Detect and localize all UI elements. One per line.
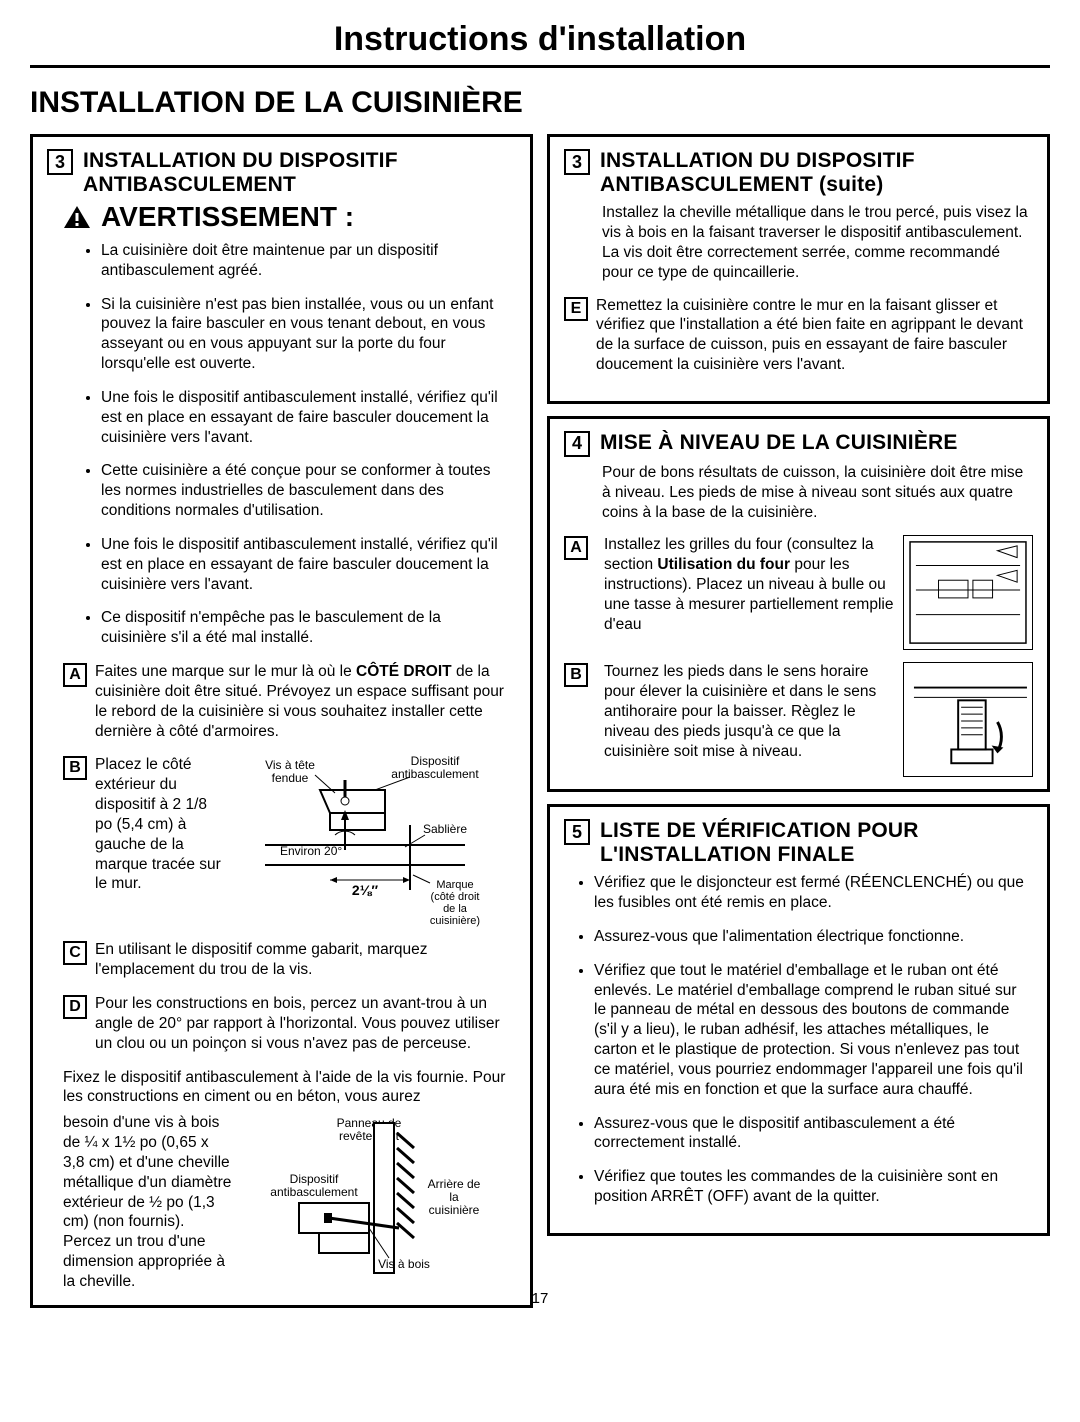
bullet-item: Vérifiez que toutes les commandes de la … [594,1167,1033,1207]
step3-D: D Pour les constructions en bois, percez… [47,994,516,1053]
columns: 3 INSTALLATION DU DISPOSITIF ANTIBASCULE… [30,134,1050,1308]
step5-bullets: Vérifiez que le disjoncteur est fermé (R… [564,873,1033,1207]
bracket-diagram: Vis à tête fendue Dispositif antibascule… [235,755,495,940]
section-title: INSTALLATION DE LA CUISINIÈRE [30,86,1050,120]
step4-title: MISE À NIVEAU DE LA CUISINIÈRE [600,431,958,455]
letter-C: C [63,941,87,965]
letter-D: D [63,995,87,1019]
svg-text:Arrière de: Arrière de [428,1177,481,1191]
warning-row: AVERTISSEMENT : [47,201,516,233]
step3cont-E: E Remettez la cuisinière contre le mur e… [564,296,1033,375]
step3cont-E-text: Remettez la cuisinière contre le mur en … [596,296,1033,375]
step3-B-text: Placez le côté extérieur du dispositif à… [95,755,225,894]
bullet-item: Une fois le dispositif antibasculement i… [101,535,516,594]
svg-text:de la: de la [443,903,468,915]
bullet-item: Vérifiez que le disjoncteur est fermé (R… [594,873,1033,913]
step5-number: 5 [564,819,590,845]
step3-A: A Faites une marque sur le mur là où le … [47,662,516,741]
letter-E: E [564,297,588,321]
step3-tail2: besoin d'une vis à bois de ¼ x 1½ po (0,… [63,1113,233,1291]
step3-D-text: Pour les constructions en bois, percez u… [95,994,516,1053]
step3cont-header: 3 INSTALLATION DU DISPOSITIF ANTIBASCULE… [564,149,1033,197]
step3-bottom: besoin d'une vis à bois de ¼ x 1½ po (0,… [47,1113,516,1293]
svg-text:Marque: Marque [436,879,473,891]
step3cont-number: 3 [564,149,590,175]
svg-text:fendue: fendue [272,771,309,785]
step3-tail1: Fixez le dispositif antibasculement à l'… [47,1068,516,1108]
step4-B-text: Tournez les pieds dans le sens horaire p… [604,662,895,761]
svg-text:Sablière: Sablière [423,822,467,836]
bullet-item: Vérifiez que tout le matériel d'emballag… [594,961,1033,1100]
step3-bullets: La cuisinière doit être maintenue par un… [47,241,516,648]
txt: Faites une marque sur le mur là où le [95,663,356,680]
svg-text:la: la [449,1190,459,1204]
txt-bold: CÔTÉ DROIT [356,663,452,680]
txt-bold: Utilisation du four [657,556,790,573]
step4-A: A Installez les grilles du four (consult… [564,535,1033,650]
svg-text:2⅛″: 2⅛″ [352,882,378,898]
svg-text:Dispositif: Dispositif [290,1172,339,1186]
bullet-item: Si la cuisinière n'est pas bien installé… [101,295,516,374]
rear-diagram: Panneau de revêtement Arrière de la [239,1113,489,1293]
step3cont-title: INSTALLATION DU DISPOSITIF ANTIBASCULEME… [600,149,1033,197]
step4-box: 4 MISE À NIVEAU DE LA CUISINIÈRE Pour de… [547,416,1050,792]
svg-text:Environ 20°: Environ 20° [280,844,342,858]
warning-label: AVERTISSEMENT : [101,201,354,233]
svg-text:cuisinière: cuisinière [429,1203,480,1217]
bullet-item: Assurez-vous que l'alimentation électriq… [594,927,1033,947]
bullet-item: La cuisinière doit être maintenue par un… [101,241,516,281]
bullet-item: Cette cuisinière a été conçue pour se co… [101,461,516,520]
step4-number: 4 [564,431,590,457]
oven-diagram [903,535,1033,650]
step5-box: 5 LISTE DE VÉRIFICATION POUR L'INSTALLAT… [547,804,1050,1236]
left-column: 3 INSTALLATION DU DISPOSITIF ANTIBASCULE… [30,134,533,1308]
step5-title: LISTE DE VÉRIFICATION POUR L'INSTALLATIO… [600,819,1033,867]
bullet-item: Une fois le dispositif antibasculement i… [101,388,516,447]
step3-title: INSTALLATION DU DISPOSITIF ANTIBASCULEME… [83,149,516,197]
svg-text:(côté droit: (côté droit [431,891,480,903]
step4-body: Pour de bons résultats de cuisson, la cu… [564,463,1033,523]
page-number: 17 [532,1290,549,1307]
letter-A2: A [564,536,588,560]
step4-header: 4 MISE À NIVEAU DE LA CUISINIÈRE [564,431,1033,457]
step3-header: 3 INSTALLATION DU DISPOSITIF ANTIBASCULE… [47,149,516,197]
step3-box: 3 INSTALLATION DU DISPOSITIF ANTIBASCULE… [30,134,533,1308]
svg-text:antibasculement: antibasculement [270,1185,358,1199]
step5-header: 5 LISTE DE VÉRIFICATION POUR L'INSTALLAT… [564,819,1033,867]
step4-A-text: Installez les grilles du four (consultez… [604,535,895,634]
letter-B2: B [564,663,588,687]
svg-text:cuisinière): cuisinière) [430,915,480,927]
right-column: 3 INSTALLATION DU DISPOSITIF ANTIBASCULE… [547,134,1050,1308]
warning-icon [63,205,91,229]
step4-B: B Tournez les pieds dans le sens horaire… [564,662,1033,777]
svg-text:Vis à bois: Vis à bois [378,1257,430,1271]
bullet-item: Assurez-vous que le dispositif antibascu… [594,1114,1033,1154]
d1-slot-screw: Vis à tête [265,758,315,772]
step3cont-body: Installez la cheville métallique dans le… [564,203,1033,284]
step3-C: C En utilisant le dispositif comme gabar… [47,940,516,980]
letter-A: A [63,663,87,687]
leg-diagram [903,662,1033,777]
step3-number: 3 [47,149,73,175]
step3-C-text: En utilisant le dispositif comme gabarit… [95,940,516,980]
step3cont-box: 3 INSTALLATION DU DISPOSITIF ANTIBASCULE… [547,134,1050,404]
bullet-item: Ce dispositif n'empêche pas le basculeme… [101,608,516,648]
step3-A-text: Faites une marque sur le mur là où le CÔ… [95,662,516,741]
step3-B-row: B Placez le côté extérieur du dispositif… [47,755,516,940]
page-header: Instructions d'installation [30,20,1050,68]
letter-B: B [63,756,87,780]
